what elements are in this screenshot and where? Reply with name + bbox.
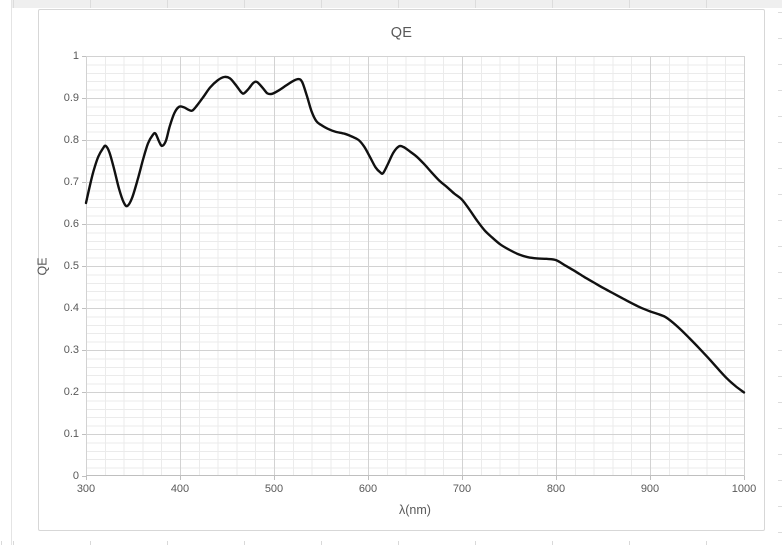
x-tick-label: 1000 [731, 483, 757, 495]
qe-curve-svg [82, 56, 746, 480]
spreadsheet-column-stubs-bottom [0, 541, 782, 545]
x-tick-label: 800 [546, 483, 566, 495]
qe-series-line [84, 75, 746, 394]
y-tick-label: 0.1 [63, 428, 79, 440]
x-tick-label: 300 [76, 483, 96, 495]
x-tick-label: 900 [640, 483, 660, 495]
x-tick-label: 700 [452, 483, 472, 495]
y-tick-label: 0.9 [63, 92, 79, 104]
x-tick-label: 400 [170, 483, 190, 495]
spreadsheet-row-edge-top [12, 0, 782, 8]
y-tick-label: 0.4 [63, 302, 79, 314]
y-tick-label: 0.8 [63, 134, 79, 146]
y-tick-label: 1 [72, 50, 79, 62]
chart-title: QE [390, 25, 413, 41]
x-tick-label: 600 [358, 483, 378, 495]
spreadsheet-gridline-left [11, 0, 12, 545]
x-tick-label: 500 [264, 483, 284, 495]
y-tick-label: 0.6 [63, 218, 79, 230]
x-axis-title: λ(nm) [399, 503, 431, 517]
y-tick-label: 0.3 [63, 344, 79, 356]
plot-area [82, 56, 746, 480]
qe-chart-object[interactable]: QE QE 1 0.9 0.8 0.7 0.6 0.5 0.4 0.3 0.2 0.1 0 300 4… [36, 9, 765, 531]
spreadsheet-row-stubs-right [778, 0, 782, 545]
y-tick-label: 0.2 [63, 386, 79, 398]
y-tick-label: 0.7 [63, 176, 79, 188]
y-tick-label: 0 [72, 470, 79, 482]
y-tick-label: 0.5 [63, 260, 79, 272]
